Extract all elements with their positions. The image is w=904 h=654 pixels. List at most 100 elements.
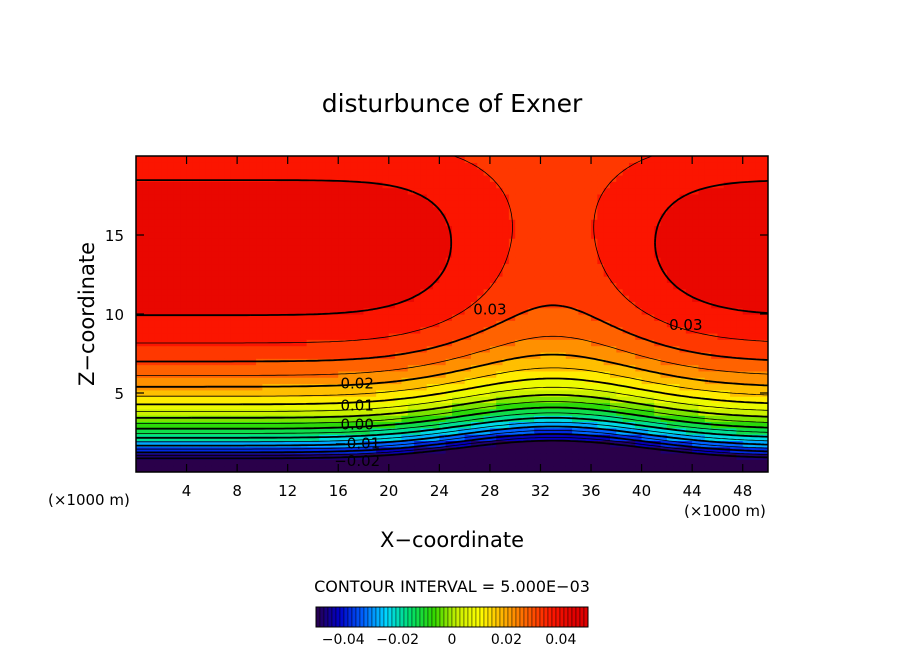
- field-cell: [249, 320, 257, 328]
- field-cell: [363, 402, 371, 410]
- field-cell: [628, 446, 636, 454]
- field-cell: [521, 295, 529, 302]
- field-cell: [736, 244, 744, 252]
- field-cell: [521, 314, 529, 321]
- field-cell: [338, 288, 346, 296]
- field-cell: [477, 174, 485, 182]
- field-cell: [275, 168, 282, 176]
- field-cell: [698, 238, 706, 246]
- field-cell: [654, 231, 662, 239]
- field-cell: [363, 162, 371, 170]
- field-cell: [540, 427, 548, 435]
- field-cell: [723, 440, 731, 448]
- field-cell: [666, 383, 674, 391]
- field-cell: [458, 301, 466, 309]
- field-cell: [154, 427, 162, 435]
- field-cell: [180, 345, 188, 353]
- field-cell: [382, 427, 390, 435]
- field-cell: [382, 351, 390, 359]
- field-cell: [711, 377, 719, 385]
- field-cell: [344, 332, 352, 340]
- field-cell: [230, 212, 238, 220]
- field-cell: [546, 168, 554, 176]
- field-cell: [647, 162, 655, 170]
- field-cell: [654, 301, 662, 309]
- field-cell: [325, 200, 333, 208]
- field-cell: [622, 345, 630, 353]
- field-cell: [439, 238, 447, 246]
- field-cell: [433, 288, 440, 296]
- field-cell: [483, 440, 491, 448]
- field-cell: [534, 408, 542, 416]
- field-cell: [256, 257, 263, 265]
- field-cell: [742, 181, 750, 189]
- field-cell: [508, 238, 516, 246]
- field-cell: [312, 389, 320, 397]
- field-cell: [559, 301, 567, 309]
- field-cell: [666, 288, 674, 296]
- field-cell: [205, 238, 213, 246]
- field-cell: [742, 162, 750, 170]
- field-cell: [369, 402, 377, 410]
- field-cell: [249, 244, 257, 252]
- field-cell: [698, 396, 706, 404]
- field-cell: [401, 168, 409, 176]
- field-cell: [679, 396, 687, 404]
- field-cell: [148, 244, 156, 252]
- field-cell: [660, 174, 668, 182]
- field-cell: [287, 288, 295, 296]
- field-cell: [388, 314, 396, 321]
- field-cell: [515, 345, 523, 353]
- field-cell: [704, 187, 712, 195]
- field-cell: [420, 225, 428, 233]
- field-cell: [205, 314, 213, 321]
- field-cell: [192, 301, 200, 309]
- field-cell: [584, 396, 592, 404]
- field-cell: [281, 351, 289, 359]
- field-cell: [275, 307, 282, 315]
- field-cell: [331, 181, 339, 189]
- field-cell: [698, 231, 706, 239]
- field-cell: [154, 263, 162, 271]
- field-cell: [300, 370, 308, 378]
- field-cell: [426, 225, 434, 233]
- field-cell: [749, 345, 756, 353]
- field-cell: [749, 269, 756, 277]
- field-cell: [489, 206, 497, 214]
- field-cell: [445, 320, 453, 328]
- field-cell: [275, 332, 282, 340]
- field-cell: [338, 238, 346, 246]
- field-cell: [527, 408, 535, 416]
- field-cell: [641, 351, 649, 359]
- field-cell: [578, 257, 586, 265]
- field-cell: [154, 370, 162, 378]
- field-cell: [553, 206, 561, 214]
- field-cell: [559, 193, 567, 201]
- field-cell: [534, 200, 542, 208]
- field-cell: [654, 181, 662, 189]
- field-cell: [256, 364, 263, 372]
- field-cell: [761, 339, 768, 347]
- field-cell: [591, 351, 598, 359]
- field-cell: [597, 193, 605, 201]
- field-cell: [464, 465, 472, 472]
- field-cell: [136, 370, 143, 378]
- field-cell: [521, 276, 529, 283]
- field-cell: [597, 200, 605, 208]
- field-cell: [420, 434, 428, 441]
- field-cell: [350, 181, 358, 189]
- field-cell: [692, 238, 700, 246]
- field-cell: [331, 427, 339, 435]
- field-cell: [338, 402, 346, 410]
- field-cell: [553, 276, 561, 283]
- field-cell: [647, 326, 655, 334]
- field-cell: [312, 465, 320, 472]
- field-cell: [369, 162, 377, 170]
- field-cell: [230, 408, 238, 416]
- field-cell: [610, 174, 617, 182]
- field-cell: [603, 351, 611, 359]
- field-cell: [660, 427, 668, 435]
- field-cell: [325, 168, 333, 176]
- field-cell: [464, 358, 472, 366]
- field-cell: [641, 168, 649, 176]
